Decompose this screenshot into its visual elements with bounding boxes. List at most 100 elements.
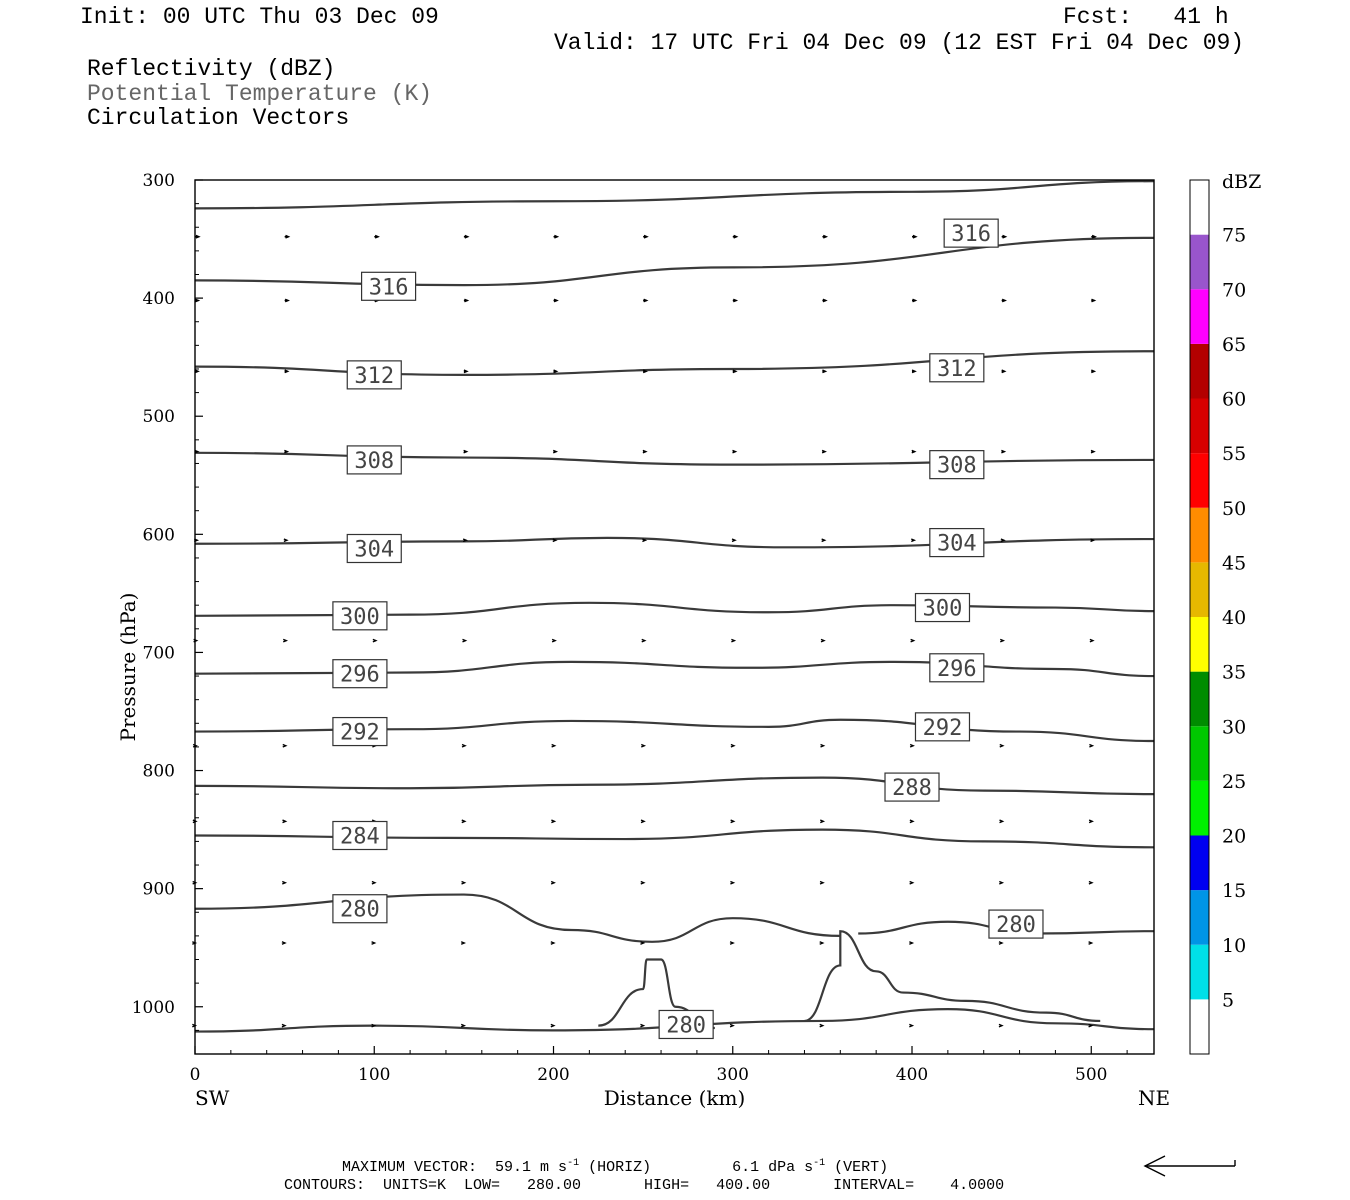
- vector-head: [730, 880, 736, 885]
- vector-head: [281, 1023, 287, 1028]
- vector-head: [462, 538, 468, 543]
- y-tick-label: 800: [143, 762, 175, 782]
- max-vector-line: MAXIMUM VECTOR: 59.1 m s-1 (HORIZ) 6.1 d…: [342, 1159, 888, 1176]
- vector-head: [912, 234, 918, 239]
- vector-head: [1089, 743, 1095, 748]
- circulation-vector: [1001, 298, 1007, 303]
- circulation-vector: [284, 369, 290, 374]
- colorbar-level-label: 45: [1222, 552, 1246, 574]
- circulation-vector: [463, 234, 470, 239]
- contour-label-text: 280: [666, 1013, 706, 1038]
- contour-label: 312: [346, 360, 402, 390]
- circulation-vector: [732, 449, 738, 454]
- contour-label-box: [658, 1009, 714, 1040]
- vector-head: [910, 638, 916, 643]
- vector-head: [283, 538, 289, 543]
- contours-info: CONTOURS: UNITS=K LOW= 280.00 HIGH= 400.…: [284, 1177, 1005, 1194]
- contour-label: 284: [332, 820, 388, 851]
- vector-head: [1002, 234, 1008, 239]
- max-vector-horiz-tag: (HORIZ): [588, 1159, 652, 1176]
- vector-head: [194, 449, 200, 454]
- plot-frame: [194, 179, 1155, 1055]
- vector-head: [819, 1023, 825, 1028]
- circulation-vector: [732, 298, 739, 303]
- vector-head: [640, 819, 646, 824]
- vector-head: [642, 369, 649, 374]
- vector-head: [374, 234, 380, 239]
- vector-head: [195, 234, 201, 239]
- vector-head: [998, 941, 1004, 945]
- max-vector-horiz: 59.1 m s: [495, 1159, 568, 1176]
- circulation-vector: [282, 819, 288, 824]
- y-tick-label: 700: [143, 643, 175, 663]
- colorbar-swatch: [1190, 398, 1209, 454]
- x-end-label-right: NE: [1138, 1086, 1170, 1110]
- circulation-vector: [909, 941, 915, 945]
- vector-head: [912, 298, 918, 303]
- circulation-vector: [820, 638, 826, 643]
- colorbar-level-label: 5: [1222, 989, 1234, 1011]
- contour-label-box: [332, 820, 388, 851]
- circulation-vector: [642, 369, 649, 374]
- contour-label: 308: [929, 450, 985, 480]
- circulation-vector: [283, 538, 289, 543]
- circulation-vector: [371, 1023, 377, 1028]
- colorbar-swatch: [1190, 890, 1209, 945]
- colorbar-level-label: 55: [1222, 443, 1246, 465]
- vector-head: [642, 449, 648, 454]
- colorbar-swatch: [1190, 780, 1209, 836]
- vector-head: [1000, 538, 1006, 543]
- circulation-vector: [1091, 298, 1097, 303]
- vector-head: [1001, 369, 1007, 374]
- circulation-vector: [732, 234, 739, 239]
- contour-label-box: [929, 527, 985, 558]
- vector-head: [551, 638, 557, 643]
- theta-contour-300-5: [194, 601, 1155, 617]
- vector-head: [463, 449, 469, 454]
- circulation-vector: [553, 234, 560, 239]
- colorbar-swatch: [1190, 180, 1209, 235]
- vector-head: [1089, 638, 1095, 643]
- vector-head: [730, 743, 736, 748]
- vector-head: [461, 880, 467, 885]
- theta-contour-308-3: [194, 451, 1155, 466]
- vector-head: [642, 538, 648, 543]
- vector-head: [910, 538, 917, 543]
- contour-label: 316: [943, 218, 999, 248]
- vector-head: [462, 638, 468, 643]
- vector-head: [822, 298, 828, 303]
- vector-head: [553, 369, 559, 374]
- vector-head: [282, 743, 288, 748]
- vector-head: [1088, 819, 1094, 824]
- vector-head: [1091, 298, 1097, 303]
- vector-head: [999, 880, 1005, 885]
- circulation-vector: [999, 638, 1006, 643]
- vector-head: [909, 819, 915, 824]
- colorbar-level-label: 50: [1222, 498, 1246, 520]
- circulation-vector: [462, 538, 468, 543]
- contour-label-box: [346, 360, 402, 390]
- circulation-vector: [1088, 880, 1094, 885]
- init-time: Init: 00 UTC Thu 03 Dec 09: [80, 4, 439, 30]
- colorbar-swatch: [1190, 617, 1209, 672]
- vector-head: [551, 819, 557, 824]
- max-vector-label: MAXIMUM VECTOR:: [342, 1159, 478, 1176]
- vector-head: [643, 298, 649, 303]
- vector-head: [733, 234, 739, 239]
- vector-head: [371, 941, 377, 945]
- y-tick-label: 900: [143, 880, 175, 900]
- circulation-vector: [640, 743, 647, 748]
- contour-label-box: [929, 653, 985, 683]
- circulation-vector: [911, 369, 917, 374]
- contour-label-box: [914, 592, 971, 623]
- circulation-vector: [911, 449, 917, 454]
- y-tick-label: 400: [143, 289, 175, 309]
- max-vector-vert: 6.1 dPa s: [732, 1159, 814, 1176]
- contour-label-box: [929, 450, 985, 480]
- circulation-vector: [640, 941, 646, 945]
- y-tick-label: 300: [143, 171, 175, 191]
- circulation-vector: [730, 880, 736, 885]
- circulation-vector: [1088, 1023, 1094, 1028]
- contour-label: 300: [914, 592, 971, 623]
- vector-head: [552, 449, 559, 454]
